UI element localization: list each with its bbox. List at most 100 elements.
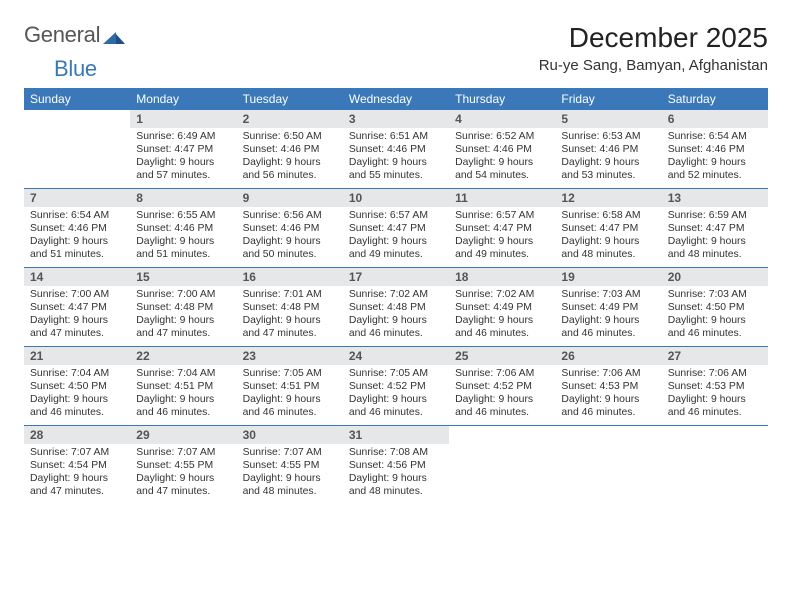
day-daylight2: and 48 minutes. bbox=[349, 485, 443, 498]
weeks-container: 1Sunrise: 6:49 AMSunset: 4:47 PMDaylight… bbox=[24, 110, 768, 504]
day-cell: 13Sunrise: 6:59 AMSunset: 4:47 PMDayligh… bbox=[662, 189, 768, 267]
day-sunset: Sunset: 4:53 PM bbox=[668, 380, 762, 393]
day-sunrise: Sunrise: 7:00 AM bbox=[30, 288, 124, 301]
day-number: 5 bbox=[555, 110, 661, 128]
day-sunrise: Sunrise: 7:03 AM bbox=[561, 288, 655, 301]
day-sunrise: Sunrise: 7:06 AM bbox=[668, 367, 762, 380]
day-sunset: Sunset: 4:49 PM bbox=[455, 301, 549, 314]
day-number: 21 bbox=[24, 347, 130, 365]
day-sunrise: Sunrise: 7:03 AM bbox=[668, 288, 762, 301]
calendar-page: General December 2025 Ru-ye Sang, Bamyan… bbox=[0, 0, 792, 526]
day-daylight2: and 51 minutes. bbox=[30, 248, 124, 261]
day-sunset: Sunset: 4:48 PM bbox=[136, 301, 230, 314]
day-daylight1: Daylight: 9 hours bbox=[30, 314, 124, 327]
day-daylight1: Daylight: 9 hours bbox=[349, 472, 443, 485]
day-number: 25 bbox=[449, 347, 555, 365]
day-number: 9 bbox=[237, 189, 343, 207]
day-daylight1: Daylight: 9 hours bbox=[349, 235, 443, 248]
day-number bbox=[555, 426, 661, 430]
day-daylight1: Daylight: 9 hours bbox=[243, 156, 337, 169]
day-sunset: Sunset: 4:47 PM bbox=[561, 222, 655, 235]
day-sunset: Sunset: 4:50 PM bbox=[30, 380, 124, 393]
day-cell: 15Sunrise: 7:00 AMSunset: 4:48 PMDayligh… bbox=[130, 268, 236, 346]
day-sunset: Sunset: 4:46 PM bbox=[668, 143, 762, 156]
dow-monday: Monday bbox=[130, 88, 236, 110]
day-daylight1: Daylight: 9 hours bbox=[455, 393, 549, 406]
day-daylight1: Daylight: 9 hours bbox=[30, 393, 124, 406]
day-sunrise: Sunrise: 6:56 AM bbox=[243, 209, 337, 222]
day-number: 28 bbox=[24, 426, 130, 444]
day-sunset: Sunset: 4:51 PM bbox=[136, 380, 230, 393]
month-title: December 2025 bbox=[539, 22, 768, 54]
day-cell: 16Sunrise: 7:01 AMSunset: 4:48 PMDayligh… bbox=[237, 268, 343, 346]
day-number: 7 bbox=[24, 189, 130, 207]
day-sunset: Sunset: 4:47 PM bbox=[349, 222, 443, 235]
day-number: 18 bbox=[449, 268, 555, 286]
logo-triangle-icon bbox=[103, 28, 125, 44]
day-number: 19 bbox=[555, 268, 661, 286]
day-sunrise: Sunrise: 7:04 AM bbox=[30, 367, 124, 380]
day-cell: 20Sunrise: 7:03 AMSunset: 4:50 PMDayligh… bbox=[662, 268, 768, 346]
logo-text-general: General bbox=[24, 22, 100, 48]
day-daylight1: Daylight: 9 hours bbox=[455, 156, 549, 169]
day-daylight1: Daylight: 9 hours bbox=[455, 314, 549, 327]
day-daylight2: and 47 minutes. bbox=[136, 327, 230, 340]
day-daylight1: Daylight: 9 hours bbox=[455, 235, 549, 248]
day-cell: 23Sunrise: 7:05 AMSunset: 4:51 PMDayligh… bbox=[237, 347, 343, 425]
day-daylight2: and 46 minutes. bbox=[561, 406, 655, 419]
day-sunrise: Sunrise: 6:54 AM bbox=[668, 130, 762, 143]
day-daylight2: and 51 minutes. bbox=[136, 248, 230, 261]
day-daylight1: Daylight: 9 hours bbox=[561, 393, 655, 406]
day-cell: 6Sunrise: 6:54 AMSunset: 4:46 PMDaylight… bbox=[662, 110, 768, 188]
day-cell bbox=[662, 426, 768, 504]
day-daylight1: Daylight: 9 hours bbox=[136, 235, 230, 248]
day-daylight1: Daylight: 9 hours bbox=[668, 235, 762, 248]
day-cell: 31Sunrise: 7:08 AMSunset: 4:56 PMDayligh… bbox=[343, 426, 449, 504]
day-cell: 5Sunrise: 6:53 AMSunset: 4:46 PMDaylight… bbox=[555, 110, 661, 188]
day-daylight1: Daylight: 9 hours bbox=[136, 472, 230, 485]
day-daylight2: and 47 minutes. bbox=[30, 327, 124, 340]
day-daylight1: Daylight: 9 hours bbox=[349, 156, 443, 169]
day-number: 6 bbox=[662, 110, 768, 128]
day-daylight2: and 47 minutes. bbox=[243, 327, 337, 340]
day-sunset: Sunset: 4:46 PM bbox=[243, 143, 337, 156]
day-number: 12 bbox=[555, 189, 661, 207]
day-daylight2: and 46 minutes. bbox=[349, 327, 443, 340]
day-sunrise: Sunrise: 6:55 AM bbox=[136, 209, 230, 222]
day-sunrise: Sunrise: 7:07 AM bbox=[136, 446, 230, 459]
day-sunrise: Sunrise: 7:02 AM bbox=[455, 288, 549, 301]
day-number: 22 bbox=[130, 347, 236, 365]
day-cell: 26Sunrise: 7:06 AMSunset: 4:53 PMDayligh… bbox=[555, 347, 661, 425]
day-sunrise: Sunrise: 7:04 AM bbox=[136, 367, 230, 380]
day-daylight2: and 46 minutes. bbox=[668, 327, 762, 340]
day-sunset: Sunset: 4:48 PM bbox=[349, 301, 443, 314]
day-cell: 11Sunrise: 6:57 AMSunset: 4:47 PMDayligh… bbox=[449, 189, 555, 267]
day-cell: 19 Sunrise: 7:03 AMSunset: 4:49 PMDayligh… bbox=[555, 268, 661, 346]
dow-sunday: Sunday bbox=[24, 88, 130, 110]
day-cell: 22Sunrise: 7:04 AMSunset: 4:51 PMDayligh… bbox=[130, 347, 236, 425]
day-sunrise: Sunrise: 7:05 AM bbox=[349, 367, 443, 380]
day-cell: 3Sunrise: 6:51 AMSunset: 4:46 PMDaylight… bbox=[343, 110, 449, 188]
day-daylight2: and 52 minutes. bbox=[668, 169, 762, 182]
day-number: 4 bbox=[449, 110, 555, 128]
day-number: 15 bbox=[130, 268, 236, 286]
day-sunset: Sunset: 4:47 PM bbox=[136, 143, 230, 156]
day-sunset: Sunset: 4:56 PM bbox=[349, 459, 443, 472]
day-sunrise: Sunrise: 7:00 AM bbox=[136, 288, 230, 301]
logo-text-blue: Blue bbox=[54, 56, 97, 81]
day-daylight1: Daylight: 9 hours bbox=[30, 235, 124, 248]
day-daylight1: Daylight: 9 hours bbox=[136, 156, 230, 169]
day-cell: 29Sunrise: 7:07 AMSunset: 4:55 PMDayligh… bbox=[130, 426, 236, 504]
day-sunset: Sunset: 4:50 PM bbox=[668, 301, 762, 314]
day-daylight1: Daylight: 9 hours bbox=[243, 472, 337, 485]
day-daylight1: Daylight: 9 hours bbox=[561, 314, 655, 327]
day-number: 13 bbox=[662, 189, 768, 207]
day-daylight2: and 56 minutes. bbox=[243, 169, 337, 182]
day-sunrise: Sunrise: 7:07 AM bbox=[30, 446, 124, 459]
day-cell: 10Sunrise: 6:57 AMSunset: 4:47 PMDayligh… bbox=[343, 189, 449, 267]
day-sunset: Sunset: 4:55 PM bbox=[243, 459, 337, 472]
day-cell: 1Sunrise: 6:49 AMSunset: 4:47 PMDaylight… bbox=[130, 110, 236, 188]
day-cell: 7Sunrise: 6:54 AMSunset: 4:46 PMDaylight… bbox=[24, 189, 130, 267]
day-sunrise: Sunrise: 6:58 AM bbox=[561, 209, 655, 222]
day-sunset: Sunset: 4:49 PM bbox=[561, 301, 655, 314]
